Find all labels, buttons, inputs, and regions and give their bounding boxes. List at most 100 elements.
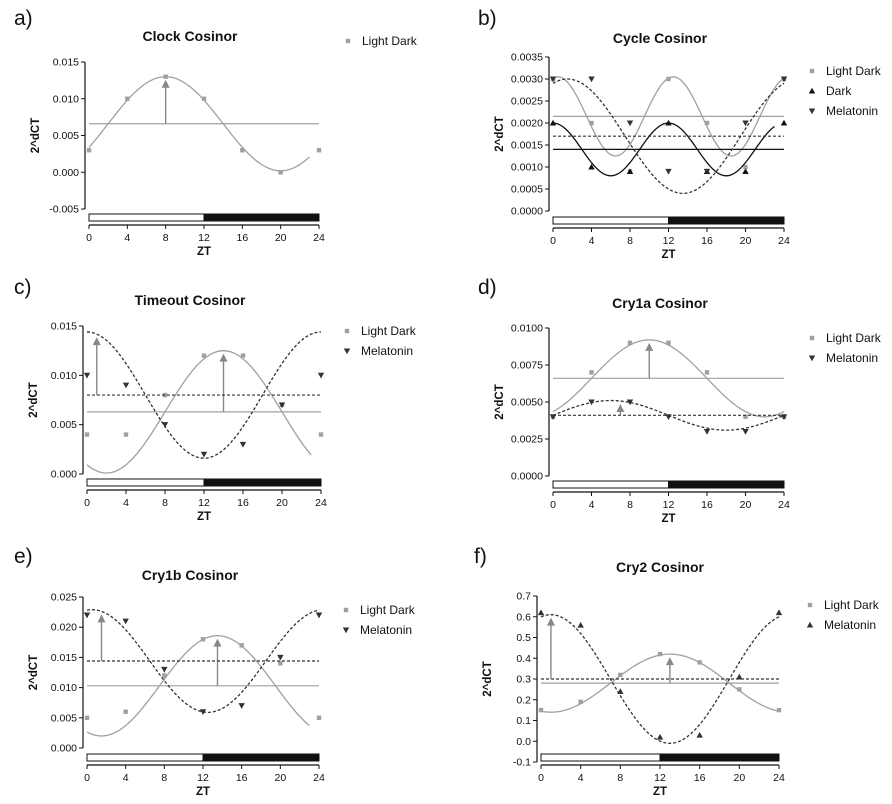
data-point xyxy=(736,673,743,680)
amplitude-arrow-head xyxy=(616,404,625,413)
y-tick-label: 0.015 xyxy=(53,57,79,69)
data-point xyxy=(84,715,90,720)
data-point xyxy=(161,666,168,673)
y-tick-label: 0.005 xyxy=(53,130,79,142)
data-point xyxy=(703,429,711,435)
legend-marker xyxy=(809,335,815,341)
data-point xyxy=(86,148,92,153)
y-tick-label: 0.0050 xyxy=(511,397,543,409)
data-point xyxy=(578,699,583,705)
x-tick-label: 16 xyxy=(236,232,248,244)
data-point xyxy=(742,168,749,174)
y-tick-label: 0.0025 xyxy=(511,434,543,446)
legend-marker xyxy=(342,627,350,634)
data-point xyxy=(239,643,244,648)
x-tick-label: 4 xyxy=(124,232,130,244)
y-tick-label: 0.0 xyxy=(516,736,531,748)
y-tick-label: 0.0025 xyxy=(511,96,543,108)
legend-marker xyxy=(344,328,350,334)
data-point xyxy=(201,96,207,101)
y-axis-label: 2^dCT xyxy=(30,118,42,153)
data-point xyxy=(239,441,247,448)
y-tick-label: 0.0035 xyxy=(511,52,543,64)
data-point xyxy=(278,402,286,409)
x-tick-label: 0 xyxy=(86,232,92,244)
data-point xyxy=(125,96,130,101)
series-light-dark xyxy=(550,76,787,174)
x-tick-label: 20 xyxy=(740,499,752,511)
amplitude-arrow-head xyxy=(161,79,170,88)
x-tick-label: 12 xyxy=(663,499,675,511)
x-tick-label: 4 xyxy=(589,235,595,247)
data-point xyxy=(666,76,671,82)
data-point xyxy=(201,353,207,358)
y-tick-label: 0.000 xyxy=(51,469,77,481)
light-dark-bar xyxy=(86,478,322,487)
data-point xyxy=(83,612,91,619)
x-tick-label: 20 xyxy=(276,497,288,509)
amplitude-arrow-head xyxy=(219,353,228,362)
y-axis-label: 2^dCT xyxy=(494,384,506,419)
x-tick-label: 8 xyxy=(161,772,167,784)
legend-label: Light Dark xyxy=(824,598,880,612)
data-point xyxy=(617,688,624,695)
light-dark-bar xyxy=(552,216,785,225)
data-point xyxy=(697,660,702,665)
legend-entry: Melatonin xyxy=(808,351,878,365)
x-tick-label: 12 xyxy=(197,772,209,784)
light-dark-bar xyxy=(86,753,320,762)
data-point xyxy=(318,432,324,437)
dark-phase-block xyxy=(659,753,780,762)
legend-label: Dark xyxy=(826,84,852,98)
y-tick-label: 0.005 xyxy=(51,712,77,724)
series-light-dark xyxy=(84,350,324,474)
y-axis-label: 2^dCT xyxy=(28,655,40,690)
data-point xyxy=(316,148,322,153)
x-tick-label: 8 xyxy=(617,772,623,784)
legend-marker xyxy=(343,348,351,355)
x-tick-label: 0 xyxy=(550,235,556,247)
data-point xyxy=(316,715,322,720)
y-tick-label: 0.0020 xyxy=(511,118,543,130)
y-tick-label: 0.010 xyxy=(53,93,79,105)
data-point xyxy=(704,120,710,126)
x-tick-label: 20 xyxy=(275,232,287,244)
data-point xyxy=(123,432,129,437)
legend-marker xyxy=(808,108,816,115)
y-tick-label: 0.0005 xyxy=(511,184,543,196)
x-tick-label: 4 xyxy=(123,497,129,509)
data-point xyxy=(83,372,91,379)
amplitude-arrow-head xyxy=(97,614,106,623)
data-point xyxy=(742,120,749,127)
data-point xyxy=(538,707,544,713)
light-dark-bar xyxy=(88,213,320,222)
panel-label: a) xyxy=(14,7,33,30)
data-point xyxy=(780,119,788,126)
dark-phase-block xyxy=(668,216,785,225)
data-point xyxy=(665,119,672,126)
x-axis-label: ZT xyxy=(197,511,211,523)
cosinor-fit-curve xyxy=(552,122,775,177)
x-tick-label: 16 xyxy=(701,499,713,511)
x-tick-label: 12 xyxy=(198,497,210,509)
legend-entry: Light Dark xyxy=(344,324,417,338)
series-dark xyxy=(549,119,788,177)
y-tick-label: 0.6 xyxy=(516,611,531,623)
legend-marker xyxy=(343,607,349,613)
dark-phase-block xyxy=(203,478,322,487)
chart-title: Cry1b Cosinor xyxy=(142,567,239,583)
data-point xyxy=(162,673,167,678)
data-point xyxy=(317,372,325,379)
data-point xyxy=(618,672,623,678)
chart-panel-5: e) Cry1b Cosinor 0.000 0.005 0.010 0.015 0.020… xyxy=(14,545,416,798)
legend-entry: Light Dark xyxy=(809,331,882,345)
legend-entry: Light Dark xyxy=(807,598,880,612)
y-tick-label: 0.010 xyxy=(51,370,77,382)
dark-phase-block xyxy=(202,753,320,762)
legend-label: Light Dark xyxy=(362,34,418,48)
light-dark-bar xyxy=(540,753,780,762)
legend-label: Melatonin xyxy=(824,618,876,632)
data-point xyxy=(775,609,783,616)
legend-label: Melatonin xyxy=(360,623,412,637)
legend-label: Light Dark xyxy=(361,324,417,338)
